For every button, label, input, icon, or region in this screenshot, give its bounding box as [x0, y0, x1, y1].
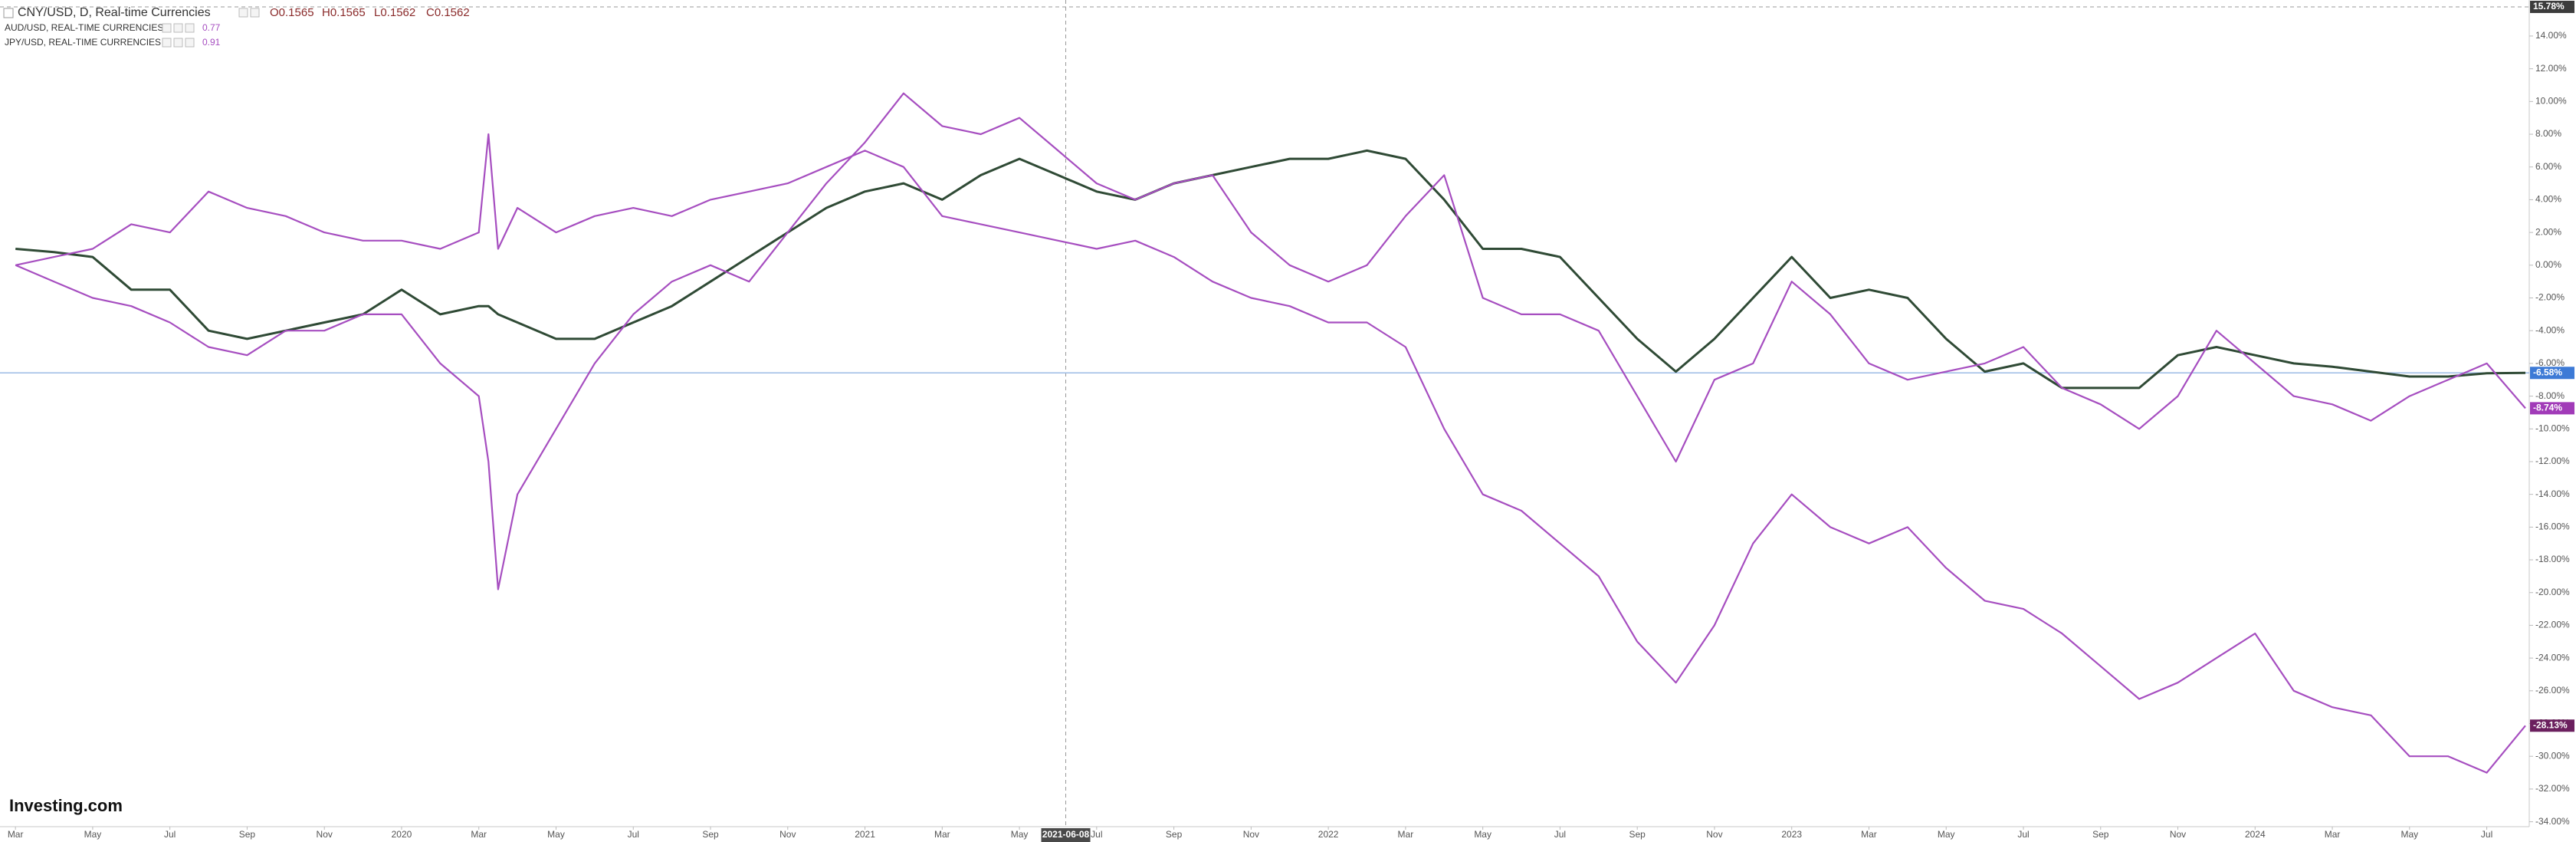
y-tick-label: -6.00% [2535, 357, 2565, 368]
y-tick-label: -2.00% [2535, 292, 2565, 303]
legend: CNY/USD, D, Real-time Currencies O0.1565 H… [3, 6, 470, 48]
y-tick-label: 2.00% [2535, 226, 2561, 237]
x-tick-label: Jul [1091, 829, 1102, 840]
y-tick-label: 14.00% [2535, 30, 2567, 41]
x-tick-label: May [1938, 829, 1955, 840]
y-tick-label: 8.00% [2535, 128, 2561, 139]
y-tick-label: -26.00% [2535, 685, 2570, 696]
y-tick-label: -32.00% [2535, 783, 2570, 794]
legend-button[interactable] [250, 8, 260, 18]
crosshair-y-label: 15.78% [2533, 1, 2565, 12]
x-tick-label: 2022 [1318, 829, 1339, 840]
x-tick-label: 2021 [855, 829, 875, 840]
x-tick-label: Jul [2481, 829, 2492, 840]
y-tick-label: -34.00% [2535, 816, 2570, 827]
x-tick-label: 2023 [1781, 829, 1802, 840]
x-tick-label: Mar [1398, 829, 1414, 840]
x-tick-label: Jul [164, 829, 176, 840]
x-tick-label: Sep [239, 829, 256, 840]
legend-button[interactable] [173, 38, 183, 48]
x-tick-label: Jul [1554, 829, 1566, 840]
last-value-label: -6.58% [2533, 367, 2562, 377]
x-tick-label: Mar [8, 829, 24, 840]
legend-button[interactable] [173, 23, 183, 33]
y-tick-label: 0.00% [2535, 259, 2561, 270]
legend-value: 0.77 [202, 22, 221, 33]
legend-button[interactable] [162, 23, 172, 33]
x-tick-label: Mar [2325, 829, 2341, 840]
y-tick-label: -8.00% [2535, 390, 2565, 401]
ohlc-value: L0.1562 [374, 6, 415, 19]
x-tick-label: May [1474, 829, 1491, 840]
y-tick-label: -4.00% [2535, 324, 2565, 335]
x-tick-label: Sep [702, 829, 719, 840]
x-tick-label: Sep [1629, 829, 1646, 840]
y-tick-label: 10.00% [2535, 96, 2567, 107]
axes: 14.00% 12.00% 10.00% 8.00% 6.00% 4.00% 2.00% 0.… [8, 0, 2574, 842]
legend-icon[interactable] [3, 8, 14, 18]
y-tick-label: -22.00% [2535, 620, 2570, 630]
crosshair-x-badge [1041, 828, 1091, 842]
crosshair-x-label: 2021-06-08 [1042, 829, 1090, 840]
watermark: Investing.com [9, 796, 123, 815]
y-tick-label: -16.00% [2535, 521, 2570, 532]
x-tick-label: Mar [1861, 829, 1877, 840]
legend-button[interactable] [162, 38, 172, 48]
last-value-badge [2530, 402, 2574, 415]
ohlc-value: C0.1562 [426, 6, 470, 19]
x-tick-label: Nov [1706, 829, 1722, 840]
ohlc-value: O0.1565 [270, 6, 314, 19]
x-tick-label: 2020 [392, 829, 412, 840]
y-tick-label: -20.00% [2535, 587, 2570, 597]
x-tick-label: Sep [1166, 829, 1183, 840]
x-tick-label: May [84, 829, 102, 840]
x-tick-label: Nov [779, 829, 796, 840]
x-tick-label: Nov [317, 829, 333, 840]
legend-value: 0.91 [202, 37, 221, 48]
x-tick-label: Nov [1243, 829, 1259, 840]
y-tick-label: 12.00% [2535, 63, 2567, 74]
y-tick-label: -18.00% [2535, 554, 2570, 564]
x-tick-label: May [547, 829, 565, 840]
ohlc-value: H0.1565 [322, 6, 366, 19]
y-tick-label: 4.00% [2535, 194, 2561, 205]
series-line [15, 92, 2526, 590]
y-tick-label: 6.00% [2535, 161, 2561, 172]
y-tick-label: -14.00% [2535, 488, 2570, 499]
y-tick-label: -10.00% [2535, 423, 2570, 433]
x-tick-label: Nov [2170, 829, 2186, 840]
x-tick-label: Jul [628, 829, 639, 840]
last-value-label: -8.74% [2533, 403, 2562, 413]
legend-button[interactable] [238, 8, 248, 18]
legend-name[interactable]: AUD/USD, REAL-TIME CURRENCIES [5, 22, 163, 33]
y-tick-label: -30.00% [2535, 750, 2570, 761]
x-tick-label: May [1011, 829, 1029, 840]
y-tick-label: -24.00% [2535, 652, 2570, 663]
y-tick-label: -12.00% [2535, 456, 2570, 466]
crosshair-y-badge [2530, 0, 2574, 13]
series-line [15, 149, 2526, 390]
legend-button[interactable] [185, 38, 195, 48]
series-line [15, 133, 2526, 774]
last-value-badge [2530, 367, 2574, 380]
legend-button[interactable] [185, 23, 195, 33]
x-tick-label: Sep [2092, 829, 2109, 840]
legend-name[interactable]: CNY/USD, D, Real-time Currencies [18, 6, 211, 19]
x-tick-label: Mar [471, 829, 487, 840]
x-tick-label: May [2400, 829, 2418, 840]
plot-area [0, 0, 2529, 827]
x-tick-label: Mar [934, 829, 950, 840]
last-value-badge [2530, 719, 2574, 732]
x-tick-label: 2024 [2245, 829, 2266, 840]
last-value-label: -28.13% [2533, 719, 2568, 730]
x-tick-label: Jul [2017, 829, 2029, 840]
legend-name[interactable]: JPY/USD, REAL-TIME CURRENCIES [5, 37, 161, 48]
